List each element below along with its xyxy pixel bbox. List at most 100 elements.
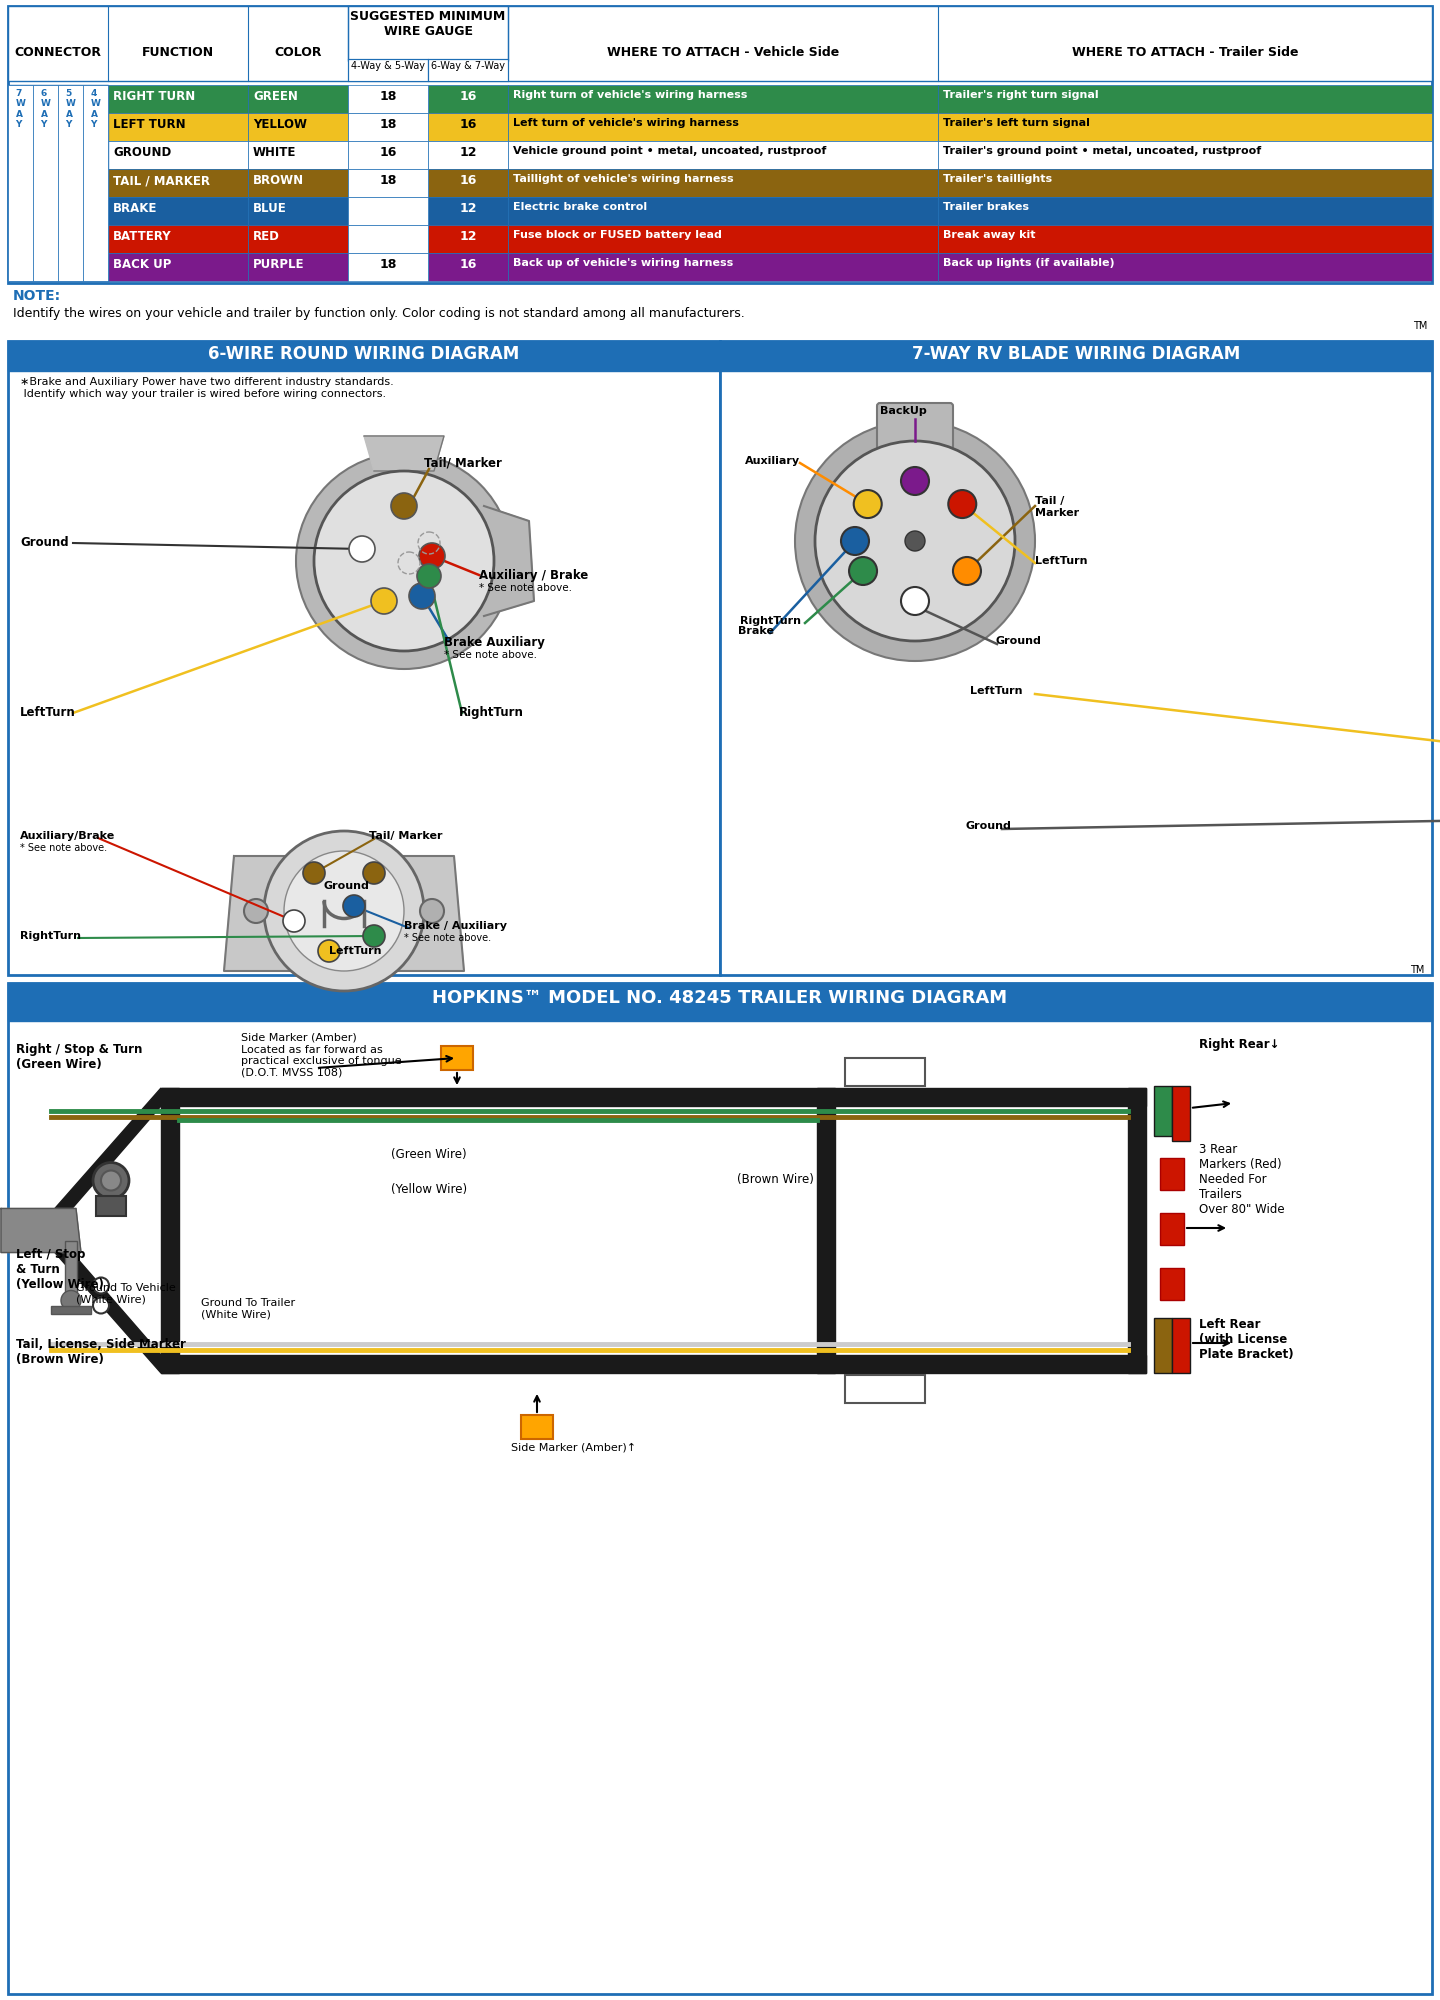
Text: Right turn of vehicle's wiring harness: Right turn of vehicle's wiring harness: [513, 90, 747, 100]
Text: 16: 16: [459, 90, 477, 102]
Text: 18: 18: [379, 118, 396, 132]
Circle shape: [101, 1170, 121, 1190]
Text: RightTurn: RightTurn: [740, 616, 801, 626]
Bar: [348, 140, 428, 170]
Bar: [9, 6, 1431, 282]
Bar: [348, 198, 428, 224]
Bar: [1153, 1318, 1172, 1372]
Text: Trailer's right turn signal: Trailer's right turn signal: [943, 90, 1099, 100]
Circle shape: [348, 536, 374, 562]
Bar: [348, 58, 428, 80]
Polygon shape: [364, 436, 444, 470]
Bar: [9, 6, 1431, 80]
Bar: [521, 1416, 553, 1440]
Bar: [9, 340, 720, 372]
Text: (Brown Wire): (Brown Wire): [737, 1172, 814, 1186]
Bar: [348, 6, 508, 60]
Text: BackUp: BackUp: [880, 406, 926, 416]
Text: Left Rear
(with License
Plate Bracket): Left Rear (with License Plate Bracket): [1200, 1318, 1293, 1360]
Text: FUNCTION: FUNCTION: [143, 46, 215, 58]
Text: Back up lights (if available): Back up lights (if available): [943, 258, 1115, 268]
Circle shape: [841, 526, 868, 554]
Circle shape: [418, 564, 441, 588]
Bar: [845, 1376, 924, 1404]
Circle shape: [372, 588, 397, 614]
Text: (Yellow Wire): (Yellow Wire): [392, 1182, 467, 1196]
Bar: [248, 112, 348, 140]
Text: NOTE:: NOTE:: [13, 288, 60, 302]
Text: Brake Auxiliary: Brake Auxiliary: [444, 636, 544, 648]
Circle shape: [949, 490, 976, 518]
Text: PURPLE: PURPLE: [253, 258, 304, 270]
Bar: [428, 112, 508, 140]
Circle shape: [60, 1290, 81, 1310]
Text: Ground: Ground: [324, 880, 370, 892]
Text: LeftTurn: LeftTurn: [971, 686, 1022, 696]
Text: Ground: Ground: [965, 820, 1011, 832]
Bar: [428, 84, 508, 112]
Bar: [9, 84, 108, 280]
Text: Tail, License, Side Marker
(Brown Wire): Tail, License, Side Marker (Brown Wire): [16, 1338, 186, 1366]
Bar: [108, 170, 248, 198]
Circle shape: [94, 1162, 130, 1198]
Text: TM: TM: [1410, 966, 1424, 976]
Text: CONNECTOR: CONNECTOR: [14, 46, 101, 58]
Bar: [50, 1306, 91, 1314]
Bar: [428, 140, 508, 170]
Bar: [348, 252, 428, 280]
Bar: [937, 252, 1431, 280]
Circle shape: [901, 466, 929, 494]
Bar: [108, 198, 248, 224]
Text: Ground: Ground: [20, 536, 69, 548]
Text: 6-Way & 7-Way: 6-Way & 7-Way: [431, 60, 505, 70]
Circle shape: [94, 1298, 109, 1314]
Bar: [508, 140, 937, 170]
Bar: [937, 224, 1431, 252]
Bar: [845, 1058, 924, 1086]
Bar: [161, 1088, 179, 1372]
Text: Back up of vehicle's wiring harness: Back up of vehicle's wiring harness: [513, 258, 733, 268]
Text: BATTERY: BATTERY: [112, 230, 171, 242]
Circle shape: [409, 584, 435, 608]
Text: Right Rear↓: Right Rear↓: [1200, 1038, 1280, 1052]
Text: 18: 18: [379, 258, 396, 270]
Text: 16: 16: [379, 146, 396, 160]
Polygon shape: [46, 1222, 161, 1372]
Bar: [1161, 1212, 1184, 1244]
Bar: [108, 84, 248, 112]
Circle shape: [953, 556, 981, 584]
Text: WHERE TO ATTACH - Vehicle Side: WHERE TO ATTACH - Vehicle Side: [606, 46, 840, 58]
Circle shape: [297, 454, 513, 668]
Circle shape: [363, 862, 384, 884]
Bar: [33, 84, 58, 280]
Bar: [1161, 1158, 1184, 1190]
Text: GREEN: GREEN: [253, 90, 298, 102]
Bar: [348, 170, 428, 198]
Circle shape: [318, 940, 340, 962]
Bar: [816, 1088, 835, 1372]
Polygon shape: [1, 1208, 81, 1252]
Circle shape: [343, 896, 364, 916]
Text: * See note above.: * See note above.: [480, 584, 572, 592]
Bar: [9, 982, 1431, 1994]
Circle shape: [314, 470, 494, 652]
Text: Brake / Auxiliary: Brake / Auxiliary: [405, 920, 507, 932]
Text: WHITE: WHITE: [253, 146, 297, 160]
Bar: [96, 1196, 127, 1216]
Circle shape: [850, 556, 877, 584]
Text: Taillight of vehicle's wiring harness: Taillight of vehicle's wiring harness: [513, 174, 733, 184]
Text: SUGGESTED MINIMUM
WIRE GAUGE: SUGGESTED MINIMUM WIRE GAUGE: [350, 10, 505, 38]
Circle shape: [854, 490, 881, 518]
Text: * See note above.: * See note above.: [405, 932, 491, 944]
Bar: [1128, 1088, 1146, 1372]
Bar: [9, 340, 720, 976]
Circle shape: [420, 900, 444, 924]
Text: LeftTurn: LeftTurn: [1035, 556, 1087, 566]
Text: TAIL / MARKER: TAIL / MARKER: [112, 174, 210, 188]
Text: 5
W
A
Y: 5 W A Y: [66, 88, 75, 130]
Text: Tail/ Marker: Tail/ Marker: [369, 832, 442, 840]
Text: BRAKE: BRAKE: [112, 202, 157, 214]
Circle shape: [419, 542, 445, 568]
Bar: [248, 198, 348, 224]
Bar: [108, 252, 248, 280]
